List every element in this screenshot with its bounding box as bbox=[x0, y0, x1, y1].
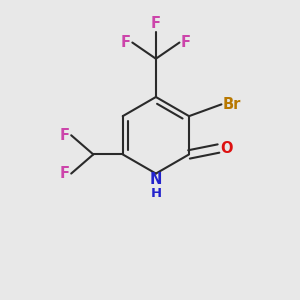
Text: F: F bbox=[121, 35, 131, 50]
Text: O: O bbox=[220, 141, 233, 156]
Text: Br: Br bbox=[223, 97, 241, 112]
Text: F: F bbox=[181, 35, 191, 50]
Text: F: F bbox=[60, 128, 70, 143]
Text: F: F bbox=[60, 166, 70, 181]
Text: F: F bbox=[151, 16, 161, 31]
Text: N: N bbox=[150, 172, 162, 187]
Text: H: H bbox=[150, 187, 161, 200]
